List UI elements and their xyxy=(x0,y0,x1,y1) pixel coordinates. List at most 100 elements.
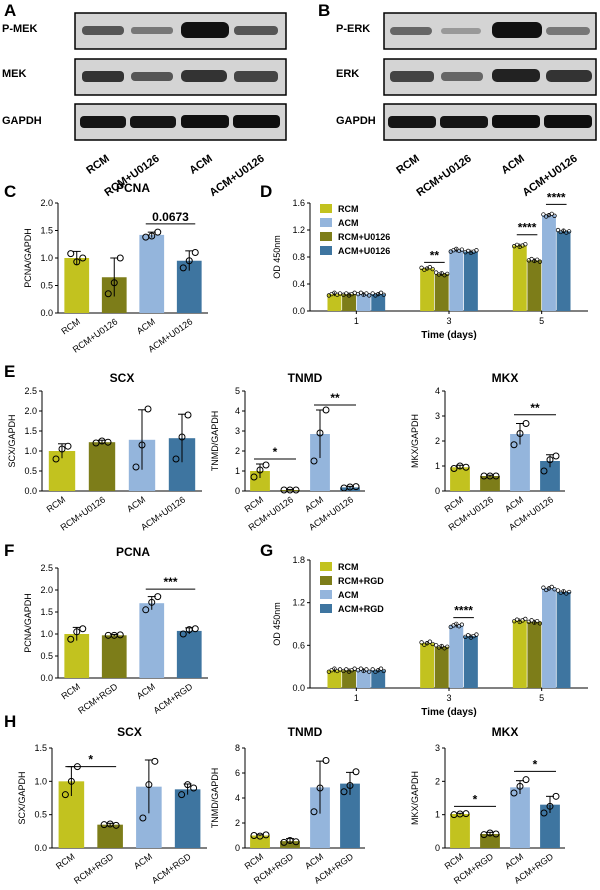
y-tick-label: 3 xyxy=(435,743,440,753)
significance-label: ** xyxy=(330,391,340,405)
significance-label: * xyxy=(533,757,538,771)
data-point xyxy=(514,242,520,248)
band xyxy=(440,116,488,128)
y-tick-label: 1.6 xyxy=(292,198,305,208)
data-point xyxy=(381,668,386,674)
band xyxy=(492,22,542,38)
legend-swatch xyxy=(320,204,332,213)
band xyxy=(181,115,229,128)
x-tick-label: ACM+RGD xyxy=(150,851,193,885)
data-point xyxy=(358,290,364,295)
bar xyxy=(450,467,470,491)
x-tick-label: ACM xyxy=(503,494,525,514)
data-point xyxy=(378,666,384,671)
x-tick-label: ACM xyxy=(503,851,525,871)
data-point xyxy=(132,463,140,471)
panel-label-e: E xyxy=(4,362,15,381)
y-tick-label: 1.0 xyxy=(34,776,47,786)
data-point xyxy=(566,229,572,234)
chart-e1: SCX 0.0 0.5 1.0 1.5 2.0 2.5 SCX/GAPDH RCMRCM+U01… xyxy=(7,371,202,533)
band xyxy=(234,26,278,35)
data-point xyxy=(178,433,186,441)
y-tick-label: 1.0 xyxy=(40,253,53,263)
bar xyxy=(97,824,123,848)
data-point xyxy=(541,212,546,217)
data-point xyxy=(367,669,372,674)
data-point xyxy=(191,625,199,633)
bar xyxy=(542,215,556,311)
blot-label-gapdh-a: GAPDH xyxy=(2,115,42,127)
bar xyxy=(342,294,356,311)
data-point xyxy=(381,292,386,297)
data-point xyxy=(292,486,300,494)
data-point xyxy=(427,639,433,644)
data-point xyxy=(79,254,87,262)
data-point xyxy=(67,250,75,258)
data-point xyxy=(148,232,156,240)
data-point xyxy=(459,622,465,627)
chart-title: MKX xyxy=(492,371,519,385)
bar xyxy=(139,603,165,678)
legend-label: ACM xyxy=(338,590,359,600)
y-axis-label: MKX/GAPDH xyxy=(410,771,420,825)
data-point xyxy=(465,633,471,638)
data-point xyxy=(546,456,554,464)
bar xyxy=(527,621,542,688)
x-tick-label: ACM+RGD xyxy=(152,681,195,715)
data-point xyxy=(352,768,360,776)
blot-panel-a: P-MEK MEK GAPDH RCM RCM+U0126 ACM ACM+U0… xyxy=(2,12,287,199)
legend-swatch xyxy=(320,232,332,241)
significance-label: 0.0673 xyxy=(152,210,189,224)
band xyxy=(544,115,592,128)
x-tick-label: RCM xyxy=(45,494,68,514)
legend-swatch xyxy=(320,562,332,571)
data-point xyxy=(370,667,375,672)
data-point xyxy=(191,249,199,256)
y-axis-label: MKX/GAPDH xyxy=(410,414,420,468)
data-point xyxy=(433,643,439,648)
data-point xyxy=(116,254,124,262)
band xyxy=(234,71,278,82)
y-tick-label: 0.0 xyxy=(40,308,53,318)
y-tick-label: 0 xyxy=(235,843,240,853)
data-point xyxy=(61,791,69,799)
data-point xyxy=(262,831,270,839)
y-axis-label: OD 450nm xyxy=(272,602,282,646)
band xyxy=(181,22,229,38)
x-tick-label: RCM+RGD xyxy=(72,851,116,886)
data-point xyxy=(73,258,81,266)
band xyxy=(492,115,540,128)
chart-title: SCX xyxy=(110,371,135,385)
blot-lane-a-2: ACM xyxy=(187,153,214,177)
chart-title: TNMD xyxy=(288,371,323,385)
bar xyxy=(512,245,527,311)
data-point xyxy=(332,290,337,295)
data-point xyxy=(474,248,479,253)
y-tick-label: 0.0 xyxy=(40,673,53,683)
data-point xyxy=(454,246,459,252)
data-point xyxy=(433,270,439,275)
data-point xyxy=(546,802,554,810)
legend-label: RCM xyxy=(338,204,359,214)
data-point xyxy=(367,293,372,298)
chart-f: PCNA 0.0 0.5 1.0 1.5 2.0 2.5 PCNA/GAPDH RCMRCM+R… xyxy=(23,545,208,716)
data-point xyxy=(541,585,546,590)
y-tick-label: 1.2 xyxy=(292,598,305,608)
bar xyxy=(450,814,470,848)
bar xyxy=(327,294,342,311)
x-tick-label: 3 xyxy=(446,693,451,703)
legend-swatch xyxy=(320,604,332,613)
data-point xyxy=(529,256,534,262)
data-point xyxy=(549,211,554,217)
y-tick-label: 0 xyxy=(435,486,440,496)
y-tick-label: 1.8 xyxy=(292,555,305,565)
x-tick-label: ACM xyxy=(303,494,325,514)
x-tick-label: RCM+RGD xyxy=(76,681,120,716)
data-point xyxy=(67,635,75,643)
blot-label-p-erk: P-ERK xyxy=(336,23,370,35)
data-point xyxy=(516,782,524,790)
charts-layer: PCNA0.00.51.01.52.0PCNA/GAPDHRCMRCM+U012… xyxy=(7,181,588,886)
data-point xyxy=(566,589,572,595)
y-tick-label: 0.0 xyxy=(292,306,305,316)
